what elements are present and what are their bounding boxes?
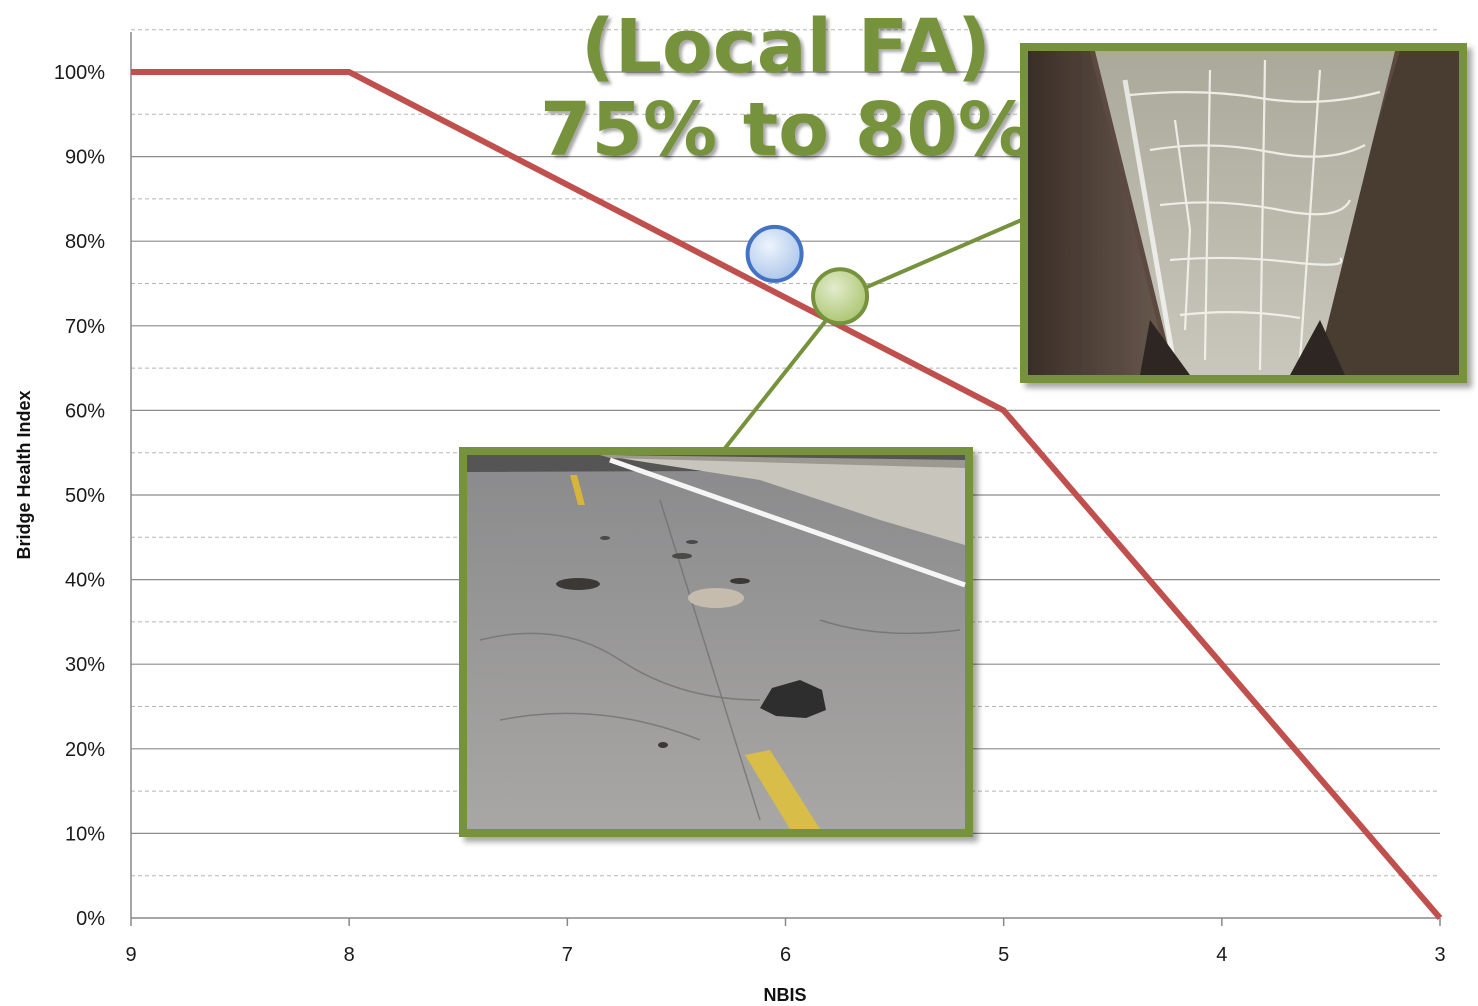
connector-line-top-photo (859, 210, 1041, 292)
x-tick-label: 8 (344, 944, 355, 966)
markers-group (745, 224, 870, 326)
x-tick-marks (130, 918, 1441, 926)
headline-line-2: 75% to 80% (540, 87, 1032, 173)
y-tick-label: 70% (65, 316, 105, 338)
x-tick-label: 6 (780, 944, 791, 966)
connector-line-bottom-photo (720, 316, 830, 454)
y-tick-label: 50% (65, 485, 105, 507)
y-tick-labels: 0% 10% 20% 30% 40% 50% 60% 70% 80% 90% 100% (54, 62, 105, 930)
y-tick-label: 10% (65, 823, 105, 845)
headline-line-1: (Local FA) (581, 4, 991, 90)
x-tick-labels: 9 8 7 6 5 4 3 (125, 944, 1445, 966)
x-tick-label: 3 (1434, 944, 1445, 966)
y-tick-label: 90% (65, 147, 105, 169)
blue-marker (745, 224, 804, 283)
x-tick-label: 9 (125, 944, 136, 966)
x-axis-title: NBIS (763, 985, 806, 1005)
series-group (131, 69, 1443, 920)
x-tick-label: 4 (1216, 944, 1227, 966)
y-tick-label: 0% (76, 908, 105, 930)
y-tick-label: 60% (65, 400, 105, 422)
y-tick-label: 100% (54, 62, 105, 84)
x-tick-label: 5 (998, 944, 1009, 966)
y-axis-title: Bridge Health Index (14, 390, 34, 559)
road-surface-photo (459, 447, 973, 837)
series-line (131, 69, 1443, 920)
y-tick-label: 20% (65, 739, 105, 761)
y-tick-label: 80% (65, 231, 105, 253)
bridge-deck-photo (1020, 43, 1467, 383)
y-tick-label: 30% (65, 654, 105, 676)
x-tick-label: 7 (562, 944, 573, 966)
green-marker (811, 267, 870, 326)
y-tick-label: 40% (65, 570, 105, 592)
